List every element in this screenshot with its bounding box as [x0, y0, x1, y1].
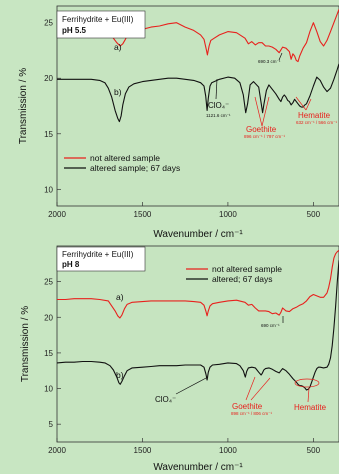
x-tick-label-bottom: 2000: [48, 446, 66, 455]
plot-area-bottom: [56, 245, 339, 443]
ph-label-bottom: pH 8: [62, 260, 80, 269]
annotation-goethite-wavenumbers-bottom: 898 cm⁻¹ / 806 cm⁻¹: [231, 411, 273, 416]
sample-label-box-bottom: [56, 246, 146, 272]
series-top: [56, 9, 339, 123]
annotation-clo4-bottom: ClO₄⁻: [155, 395, 176, 404]
plot-area-top: [56, 5, 339, 207]
annotation-lines-top: [215, 52, 312, 127]
clo4-pointer-top: [215, 78, 218, 100]
y-tick-label-top: 10: [44, 185, 53, 194]
hematite-pointer-2-top: [305, 98, 312, 111]
legend-label-black-bottom: altered; 67 days: [212, 274, 272, 284]
annotation-goethite-bottom: Goethite: [232, 402, 263, 411]
goethite-pointer-1-top: [254, 96, 263, 127]
y-tick-label-bottom: 20: [44, 313, 53, 322]
ph-label-top: pH 5.5: [62, 26, 87, 35]
series-line-altered-top: [57, 63, 339, 123]
x-axis-label-bottom: Wavenumber / cm⁻¹: [153, 462, 243, 473]
y-ticks-bottom: 5 10 15 20 25: [44, 278, 61, 429]
series-label-a-top: a): [114, 42, 122, 52]
sample-label-bottom: Ferrihydrite + Eu(III): [62, 250, 134, 259]
x-tick-label-top: 500: [307, 210, 321, 219]
annotation-clo4-top: ClO₄⁻: [208, 101, 229, 110]
series-label-a-bottom: a): [116, 292, 124, 302]
goethite-pointer-2-bottom: [250, 377, 271, 401]
x-tick-label-top: 1000: [219, 210, 237, 219]
chart-top: 2000 1500 1000 500 10 15 20 25 Ferrihydrite + …: [18, 5, 339, 240]
y-tick-label-bottom: 10: [44, 385, 53, 394]
x-tick-label-bottom: 1000: [219, 446, 237, 455]
legend-label-red-bottom: not altered sample: [212, 264, 282, 274]
series-line-not-altered-top: [56, 9, 339, 63]
clo4-pointer-bottom: [175, 376, 209, 395]
x-ticks-top: 2000 1500 1000 500: [48, 202, 321, 219]
y-tick-label-bottom: 25: [44, 278, 53, 287]
annotation-lines-bottom: [175, 316, 320, 403]
x-tick-label-top: 2000: [48, 210, 66, 219]
annotation-hematite-top: Hematite: [298, 111, 331, 120]
y-axis-label-top: Transmission / %: [18, 68, 29, 144]
y-tick-label-top: 15: [44, 130, 53, 139]
x-tick-label-top: 1500: [134, 210, 152, 219]
peak-690-pointer-top: [278, 52, 283, 61]
annotation-hematite-wavenumbers-top: 632 cm⁻¹ / 566 cm⁻¹: [296, 120, 338, 125]
series-line-altered-bottom: [56, 260, 339, 391]
legend-label-black-top: altered sample; 67 days: [90, 163, 180, 173]
series-label-b-top: b): [114, 87, 122, 97]
series-bottom: [56, 249, 339, 391]
y-tick-label-bottom: 15: [44, 349, 53, 358]
sample-label-top: Ferrihydrite + Eu(III): [62, 15, 134, 24]
x-tick-label-bottom: 1500: [134, 446, 152, 455]
hematite-pointer-1-top: [295, 96, 307, 111]
annotation-goethite-top: Goethite: [246, 125, 277, 134]
annotation-hematite-bottom: Hematite: [294, 403, 327, 412]
goethite-pointer-1-bottom: [245, 376, 256, 401]
y-tick-label-bottom: 5: [49, 420, 54, 429]
hematite-ellipse-bottom: [294, 378, 320, 388]
goethite-pointer-2-top: [261, 96, 270, 127]
y-tick-label-top: 20: [44, 74, 53, 83]
legend-label-red-top: not altered sample: [90, 153, 160, 163]
x-axis-label-top: Wavenumber / cm⁻¹: [153, 229, 243, 240]
annotation-690-bottom: 690 cm⁻¹: [261, 323, 280, 328]
annotation-goethite-wavenumbers-top: 896 cm⁻¹ / 797 cm⁻¹: [244, 134, 286, 139]
annotation-690-top: 690.3 cm⁻¹: [258, 59, 281, 64]
hematite-pointer-bottom: [307, 387, 310, 403]
x-ticks-bottom: 2000 1500 1000 500: [48, 438, 321, 455]
chart-bottom: 2000 1500 1000 500 5 10 15 20 25 Ferrihydrite +…: [20, 245, 339, 473]
y-tick-label-top: 25: [44, 19, 53, 28]
x-tick-label-bottom: 500: [307, 446, 321, 455]
annotation-clo4-wavenumber-top: 1121.6 cm⁻¹: [206, 113, 231, 118]
series-label-b-bottom: b): [116, 370, 124, 380]
y-axis-label-bottom: Transmission / %: [20, 306, 31, 382]
sample-label-box-top: [56, 10, 146, 39]
series-line-not-altered-bottom: [57, 249, 339, 319]
